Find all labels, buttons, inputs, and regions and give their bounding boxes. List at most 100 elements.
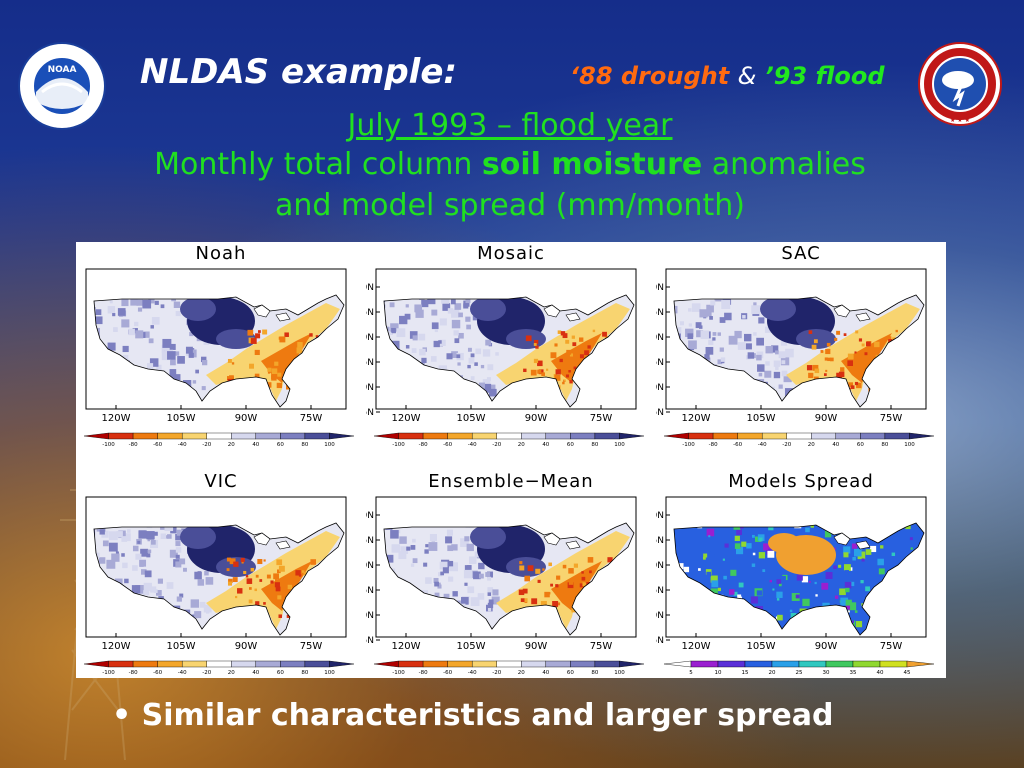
- map-svg: 120W 105W 90W 75W -100 -80 -60 -40 -20 20 40 60 80 10…: [83, 268, 355, 448]
- panel-title: SAC: [781, 243, 821, 264]
- colorbar-tick-label: -80: [419, 442, 428, 448]
- lat-tick-label: 40N: [656, 333, 664, 343]
- lon-tick-label: 90W: [815, 641, 838, 652]
- lon-tick-label: 75W: [590, 641, 613, 652]
- map-panel-3: SAC120W105W90W75W50N45N40N35N30N25N-100-…: [656, 242, 946, 460]
- lon-tick-label: 105W: [747, 641, 776, 652]
- colorbar-tick-label: 45: [904, 670, 911, 676]
- colorbar-tick-label: 30: [823, 670, 830, 676]
- colorbar-tick-label: -100: [392, 442, 405, 448]
- colorbar-tick-label: 35: [850, 670, 857, 676]
- colorbar-tick-label: -40: [468, 442, 477, 448]
- colorbar-tick-label: -40: [178, 442, 187, 448]
- lat-tick-label: 40N: [366, 561, 374, 571]
- colorbar-tick-label: 20: [518, 442, 525, 448]
- lon-tick-label: 75W: [590, 413, 613, 424]
- lon-tick-label: 90W: [235, 641, 258, 652]
- lon-tick-label: 105W: [167, 641, 196, 652]
- svg-text:★ ★ ★: ★ ★ ★: [950, 117, 970, 124]
- map-panel-2: Mosaic 120W 105W 90W 75W 50N 45N 40N 35N 30N 25N -1…: [366, 242, 656, 460]
- colorbar: -100 -80 -60 -40 -20 20 40 60 80 100: [663, 432, 935, 448]
- lat-tick-label: 45N: [656, 536, 664, 546]
- colorbar-tick-label: 60: [567, 442, 574, 448]
- colorbar-tick-label: 20: [228, 670, 235, 676]
- colorbar: -100 -80 -60 -40 -20 20 40 60 80 100: [83, 660, 355, 676]
- colorbar-tick-label: 80: [881, 442, 888, 448]
- heading-line-1: July 1993 – flood year: [347, 108, 673, 143]
- panel-title: Models Spread: [728, 471, 874, 492]
- heading-line-2-post: anomalies: [702, 147, 866, 182]
- colorbar-tick-label: 20: [769, 670, 776, 676]
- colorbar-tick-label: 100: [324, 442, 335, 448]
- subtitle-ampersand: &: [737, 62, 757, 90]
- colorbar-tick-label: 60: [277, 670, 284, 676]
- svg-text:NOAA: NOAA: [48, 65, 77, 75]
- colorbar-tick-label: 80: [301, 442, 308, 448]
- colorbar-tick-label: 40: [252, 442, 259, 448]
- colorbar-tick-label: 40: [877, 670, 884, 676]
- lat-tick-label: 35N: [366, 586, 374, 596]
- lat-tick-label: 30N: [366, 383, 374, 393]
- panel-title: Ensemble−Mean: [428, 471, 594, 492]
- map-panel-5: Ensemble−Mean 120W 105W 90W 75W 50N 45N 40N 35N 3…: [366, 470, 656, 688]
- colorbar-tick-label: -80: [129, 442, 138, 448]
- panel-title: Mosaic: [477, 243, 545, 264]
- colorbar: -100 -80 -60 -40 -20 20 40 60 80 100: [83, 432, 355, 448]
- colorbar: 5 10 15 20 25 30 35 40 45: [663, 660, 935, 676]
- colorbar-tick-label: 20: [518, 670, 525, 676]
- lon-tick-label: 75W: [880, 641, 903, 652]
- colorbar-tick-label: 40: [832, 442, 839, 448]
- map-svg: 120W105W90W75W50N45N40N35N30N25N-100-80-…: [366, 268, 645, 448]
- lat-tick-label: 35N: [656, 358, 664, 368]
- colorbar: -100 -80 -60 -40 -20 20 40 60 80 100: [373, 660, 645, 676]
- lat-tick-label: 25N: [656, 408, 664, 418]
- lat-tick-label: 25N: [366, 408, 374, 418]
- lon-tick-label: 105W: [167, 413, 196, 424]
- colorbar-tick-label: 40: [542, 442, 549, 448]
- colorbar-tick-label: 10: [715, 670, 722, 676]
- colorbar-tick-label: -20: [202, 670, 211, 676]
- colorbar-tick-label: 25: [796, 670, 803, 676]
- panel-title: Noah: [195, 243, 247, 264]
- lat-tick-label: 50N: [366, 511, 374, 521]
- slide-subtitle: ‘88 drought & ’93 flood: [570, 62, 885, 90]
- colorbar-tick-label: -100: [102, 670, 115, 676]
- map-svg: 120W 105W 90W 75W 50N 45N 40N 35N 30N 25N 5 10 15 20 2…: [656, 496, 935, 676]
- lat-tick-label: 40N: [366, 333, 374, 343]
- lon-tick-label: 90W: [235, 413, 258, 424]
- map-panel-4: VIC 120W 105W 90W 75W -100 -80 -60 -40 -20 20 40 60 8…: [76, 470, 366, 688]
- colorbar-tick-label: 20: [808, 442, 815, 448]
- colorbar-tick-label: -60: [443, 670, 452, 676]
- lat-tick-label: 50N: [366, 283, 374, 293]
- colorbar-tick-label: 80: [301, 670, 308, 676]
- lon-tick-label: 120W: [102, 413, 131, 424]
- lat-tick-label: 45N: [366, 536, 374, 546]
- colorbar-tick-label: -20: [492, 442, 501, 448]
- slide-title: NLDAS example:: [140, 52, 457, 92]
- colorbar-tick-label: 80: [591, 670, 598, 676]
- lon-tick-label: 75W: [880, 413, 903, 424]
- map-svg: 120W105W90W75W50N45N40N35N30N25N-100-80-…: [366, 496, 645, 676]
- colorbar-tick-label: 80: [591, 442, 598, 448]
- map-panel-6: Models Spread 120W 105W 90W 75W 50N 45N 40N 35N 3…: [656, 470, 946, 688]
- colorbar-tick-label: -100: [392, 670, 405, 676]
- colorbar-tick-label: 5: [689, 670, 693, 676]
- lon-tick-label: 105W: [747, 413, 776, 424]
- subtitle-drought: ‘88 drought: [570, 62, 730, 90]
- nws-logo: ★ ★ ★: [918, 42, 1002, 126]
- lat-tick-label: 40N: [656, 561, 664, 571]
- colorbar-tick-label: -60: [153, 442, 162, 448]
- lon-tick-label: 75W: [300, 641, 323, 652]
- lon-tick-label: 120W: [682, 641, 711, 652]
- noaa-logo: NOAA: [18, 42, 106, 130]
- heading-line-2-pre: Monthly total column: [154, 147, 482, 182]
- colorbar-tick-label: -100: [682, 442, 695, 448]
- lat-tick-label: 35N: [656, 586, 664, 596]
- colorbar-tick-label: 100: [614, 670, 625, 676]
- lon-tick-label: 120W: [682, 413, 711, 424]
- colorbar-tick-label: 60: [567, 670, 574, 676]
- lat-tick-label: 45N: [366, 308, 374, 318]
- lon-tick-label: 120W: [392, 641, 421, 652]
- lon-tick-label: 105W: [457, 413, 486, 424]
- map-panel-1: Noah 120W 105W 90W 75W -100 -80 -60 -40 -20 20 40 60…: [76, 242, 366, 460]
